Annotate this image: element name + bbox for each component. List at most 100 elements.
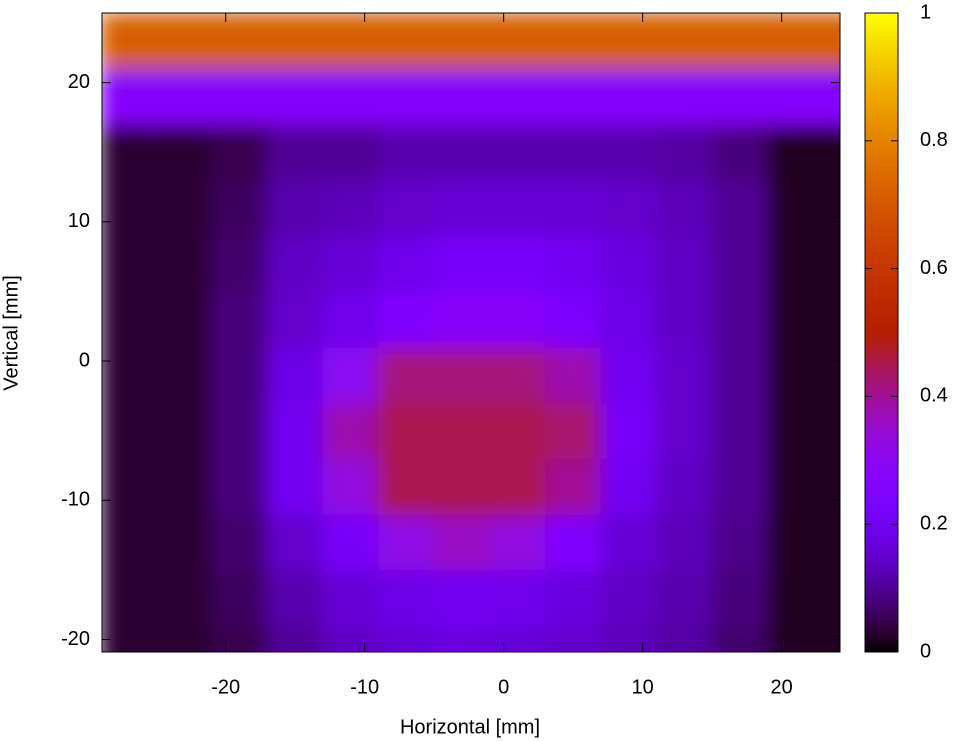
heatmap-cell xyxy=(600,179,658,237)
x-tick-label: -20 xyxy=(211,676,240,698)
heatmap xyxy=(102,13,840,652)
heatmap-cell xyxy=(266,235,324,292)
y-tick-label: -20 xyxy=(61,628,90,650)
heatmap-cell xyxy=(656,569,713,627)
heatmap-cell xyxy=(102,625,157,652)
heatmap-cell xyxy=(211,13,268,70)
heatmap-cell xyxy=(433,68,491,125)
heatmap-cell xyxy=(600,457,658,515)
heatmap-cell xyxy=(102,402,157,459)
heatmap-cell xyxy=(767,13,824,70)
x-tick-label: -10 xyxy=(350,676,379,698)
heatmap-cell xyxy=(822,13,840,70)
x-tick-label: 0 xyxy=(498,676,509,698)
heatmap-cell xyxy=(266,625,324,652)
colorbar-tick-label: 0.6 xyxy=(920,257,948,279)
heatmap-cell xyxy=(266,402,324,459)
heatmap-cell xyxy=(211,457,268,515)
heatmap-cell xyxy=(378,68,435,125)
heatmap-cell xyxy=(544,123,602,181)
heatmap-cell xyxy=(102,346,157,404)
heatmap-cell xyxy=(656,457,713,515)
heatmap-cell xyxy=(322,346,380,404)
heatmap-cell xyxy=(711,346,769,404)
heatmap-cell xyxy=(822,123,840,181)
heatmap-cell xyxy=(711,235,769,292)
heatmap-cell xyxy=(822,625,840,652)
heatmap-cell xyxy=(102,457,157,515)
heatmap-cell xyxy=(102,290,157,348)
heatmap-cell xyxy=(767,123,824,181)
heatmap-cell xyxy=(767,68,824,125)
heatmap-cell xyxy=(378,235,435,292)
heatmap-cell xyxy=(322,13,380,70)
heatmap-cell xyxy=(266,13,324,70)
heatmap-cell xyxy=(600,569,658,627)
heatmap-cell xyxy=(266,513,324,571)
heatmap-cell xyxy=(711,457,769,515)
heatmap-cell xyxy=(433,457,491,515)
heatmap-cell xyxy=(767,569,824,627)
heatmap-cell xyxy=(155,123,213,181)
heatmap-cell xyxy=(378,402,435,459)
heatmap-cell xyxy=(322,457,380,515)
heatmap-cell xyxy=(266,123,324,181)
heatmap-cell xyxy=(711,123,769,181)
heatmap-cell xyxy=(544,290,602,348)
heatmap-cell xyxy=(656,625,713,652)
colorbar-tick-label: 0.2 xyxy=(920,512,948,534)
y-tick-label: 20 xyxy=(68,71,90,93)
heatmap-cell xyxy=(433,123,491,181)
heatmap-cell xyxy=(600,123,658,181)
y-tick-label: 10 xyxy=(68,210,90,232)
heatmap-cell xyxy=(656,179,713,237)
heatmap-cell xyxy=(322,402,380,459)
heatmap-cell xyxy=(211,123,268,181)
heatmap-cell xyxy=(544,235,602,292)
heatmap-cell xyxy=(767,513,824,571)
heatmap-cell xyxy=(656,235,713,292)
heatmap-cell xyxy=(711,625,769,652)
heatmap-cell xyxy=(266,569,324,627)
heatmap-cell xyxy=(433,569,491,627)
heatmap-cell xyxy=(544,625,602,652)
heatmap-cell xyxy=(489,402,546,459)
heatmap-cell xyxy=(489,625,546,652)
heatmap-cell xyxy=(433,235,491,292)
heatmap-cell xyxy=(489,235,546,292)
colorbar-tick-label: 0 xyxy=(920,640,931,662)
heatmap-cell xyxy=(155,513,213,571)
heatmap-cell xyxy=(211,179,268,237)
heatmap-cell xyxy=(322,179,380,237)
heatmap-cell xyxy=(767,235,824,292)
heatmap-cell xyxy=(322,290,380,348)
heatmap-cell xyxy=(102,513,157,571)
heatmap-cell xyxy=(711,13,769,70)
heatmap-cell xyxy=(544,569,602,627)
heatmap-cell xyxy=(102,179,157,237)
heatmap-cell xyxy=(489,513,546,571)
x-axis-label: Horizontal [mm] xyxy=(400,716,540,738)
heatmap-cell xyxy=(378,346,435,404)
heatmap-cell xyxy=(711,68,769,125)
heatmap-cell xyxy=(489,123,546,181)
heatmap-cell xyxy=(266,457,324,515)
colorbar-tick-label: 1 xyxy=(920,1,931,23)
y-tick-label: -10 xyxy=(61,489,90,511)
heatmap-cell xyxy=(211,235,268,292)
heatmap-cell xyxy=(155,569,213,627)
heatmap-cell xyxy=(767,457,824,515)
heatmap-cell xyxy=(433,290,491,348)
heatmap-cell xyxy=(155,457,213,515)
heatmap-cell xyxy=(711,179,769,237)
heatmap-cell xyxy=(656,13,713,70)
heatmap-cell xyxy=(767,625,824,652)
heatmap-cell xyxy=(322,123,380,181)
heatmap-cell xyxy=(155,346,213,404)
heatmap-cell xyxy=(711,513,769,571)
heatmap-cell xyxy=(822,513,840,571)
heatmap-cell xyxy=(711,402,769,459)
heatmap-cell xyxy=(489,569,546,627)
heatmap-cell xyxy=(155,290,213,348)
